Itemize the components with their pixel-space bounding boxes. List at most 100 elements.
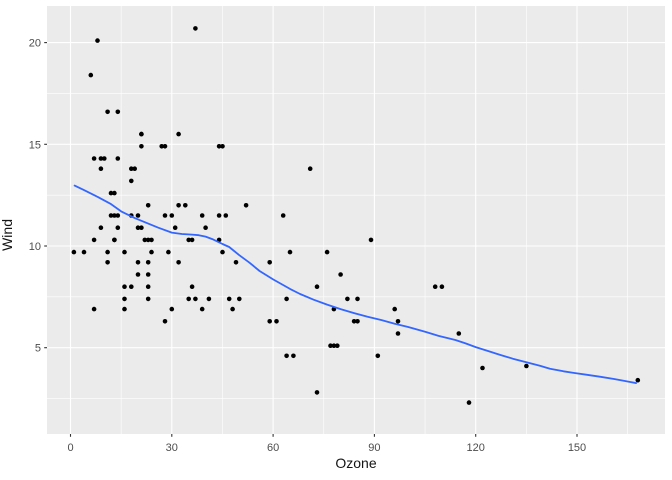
x-tick-label: 0 — [67, 442, 73, 454]
data-point — [186, 296, 191, 302]
data-point — [206, 296, 212, 302]
data-point — [480, 365, 485, 371]
data-point — [162, 144, 168, 149]
data-point — [199, 306, 205, 312]
data-point — [274, 319, 279, 324]
data-point — [135, 260, 141, 265]
smooth-line — [73, 184, 637, 384]
data-point — [145, 260, 151, 265]
data-point — [287, 249, 293, 255]
data-point — [91, 237, 97, 243]
data-point — [439, 284, 445, 290]
data-point — [635, 377, 641, 383]
data-point — [145, 284, 151, 290]
data-point — [223, 213, 229, 218]
data-point — [226, 296, 232, 302]
y-tick-label: 10 — [29, 241, 41, 253]
data-point — [456, 331, 462, 336]
data-point — [115, 156, 121, 161]
data-point — [375, 353, 381, 359]
data-point — [169, 213, 175, 218]
data-point — [139, 131, 144, 137]
data-point — [203, 225, 208, 230]
data-point — [145, 296, 151, 302]
data-point — [105, 260, 110, 265]
data-point — [267, 319, 273, 324]
data-point — [395, 319, 401, 324]
data-point — [280, 213, 286, 218]
data-point — [162, 319, 168, 324]
data-point — [284, 353, 289, 359]
data-point — [230, 306, 235, 312]
data-point — [291, 353, 296, 359]
data-point — [314, 284, 320, 290]
data-point — [71, 249, 77, 255]
data-point — [186, 237, 191, 243]
data-point — [355, 319, 360, 324]
data-point — [91, 156, 97, 161]
y-tick-label: 20 — [29, 38, 41, 50]
data-point — [335, 343, 340, 349]
data-point — [237, 296, 242, 302]
data-point — [355, 296, 360, 302]
data-point — [351, 319, 357, 324]
x-tick-label: 60 — [267, 442, 279, 454]
data-point — [169, 306, 175, 312]
data-point — [122, 306, 127, 312]
data-point — [132, 166, 137, 171]
data-point — [98, 156, 104, 161]
data-point — [149, 237, 154, 243]
data-point — [199, 213, 205, 218]
data-point — [524, 363, 529, 369]
x-axis-title: Ozone — [335, 455, 377, 471]
data-point — [162, 213, 168, 218]
data-point — [314, 390, 320, 395]
data-point — [183, 203, 188, 208]
data-point — [267, 260, 273, 265]
data-point — [129, 166, 134, 171]
data-point — [176, 260, 181, 265]
data-point — [108, 190, 114, 196]
data-point — [81, 249, 87, 255]
data-point — [284, 296, 289, 302]
data-point — [129, 178, 134, 184]
data-point — [108, 213, 114, 218]
data-point — [145, 272, 151, 277]
data-point — [345, 296, 350, 302]
data-point — [368, 237, 374, 243]
data-point — [135, 225, 141, 230]
x-tick-label: 30 — [166, 442, 178, 454]
data-point — [233, 260, 239, 265]
data-point — [331, 343, 337, 349]
panel-background — [47, 6, 665, 434]
y-tick-label: 5 — [35, 343, 41, 355]
data-point — [139, 144, 144, 149]
data-point — [466, 400, 472, 405]
data-point — [115, 109, 121, 115]
data-point — [189, 284, 195, 290]
data-point — [159, 144, 164, 149]
data-point — [95, 38, 100, 43]
data-point — [115, 213, 121, 218]
data-point — [98, 225, 104, 230]
data-point — [122, 284, 127, 290]
data-point — [88, 72, 94, 78]
data-point — [122, 249, 127, 255]
data-point — [105, 109, 110, 115]
data-point — [145, 203, 151, 208]
data-point — [220, 144, 225, 149]
data-point — [98, 166, 104, 171]
data-point — [193, 26, 198, 31]
data-point — [395, 331, 401, 336]
data-point — [135, 272, 141, 277]
data-point — [129, 284, 134, 290]
data-point — [216, 144, 222, 149]
data-point — [112, 190, 117, 196]
data-point — [115, 225, 121, 230]
data-point — [166, 249, 171, 255]
data-point — [307, 166, 313, 171]
data-point — [216, 213, 222, 218]
data-point — [105, 249, 110, 255]
data-point — [142, 237, 148, 243]
